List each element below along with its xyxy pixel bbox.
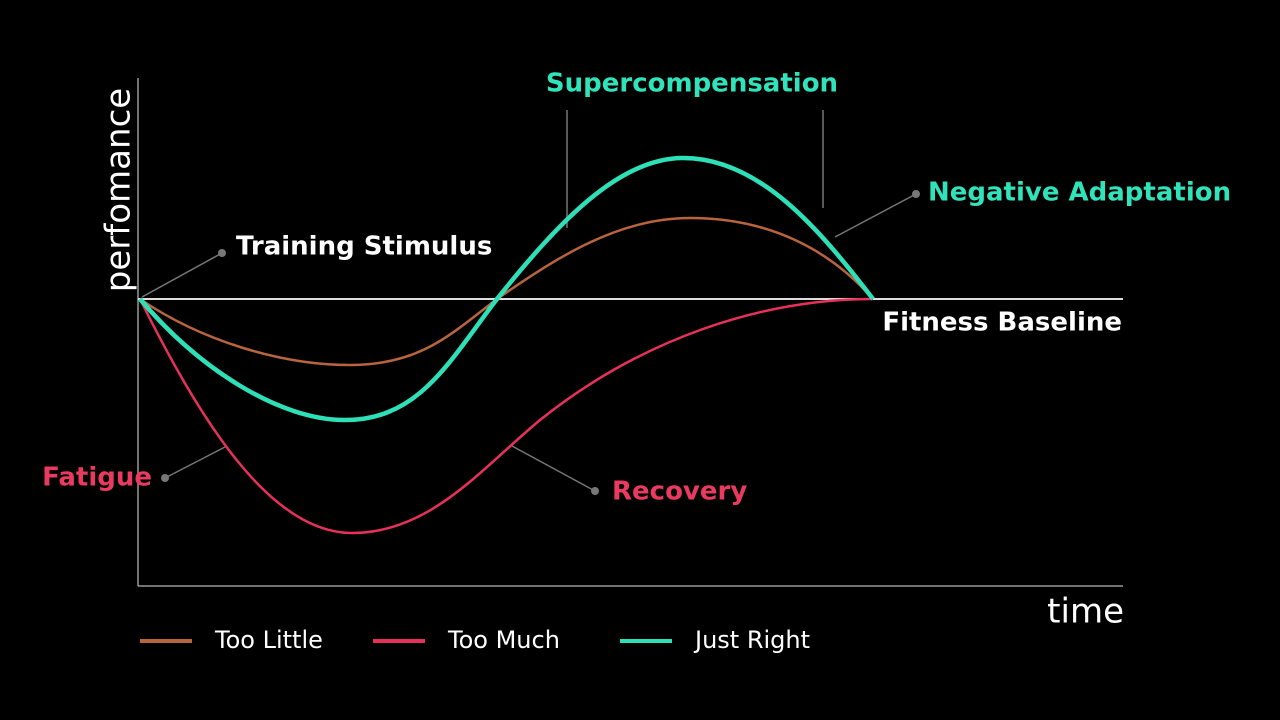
leader-dot (912, 190, 920, 198)
leader-dot (218, 249, 226, 257)
legend-label: Just Right (693, 626, 810, 654)
annotation: Supercompensation (546, 69, 838, 99)
leader-line (164, 446, 226, 479)
y-axis-label: perfomance (99, 88, 139, 292)
leader-dot (161, 474, 169, 482)
leader-line (511, 445, 596, 492)
baseline-label: Fitness Baseline (882, 308, 1122, 338)
legend-label: Too Little (214, 626, 323, 654)
leader-line (834, 193, 917, 238)
annotation: Fatigue (42, 463, 152, 493)
leader-line (141, 252, 223, 298)
annotation: Negative Adaptation (928, 178, 1231, 208)
annotation: Recovery (612, 477, 747, 507)
too-much-curve (138, 297, 874, 535)
leader-dot (591, 487, 599, 495)
x-axis-label: time (1047, 592, 1124, 632)
just-right-curve (138, 155, 875, 423)
legend-label: Too Much (447, 626, 560, 654)
annotation: Training Stimulus (236, 232, 492, 262)
